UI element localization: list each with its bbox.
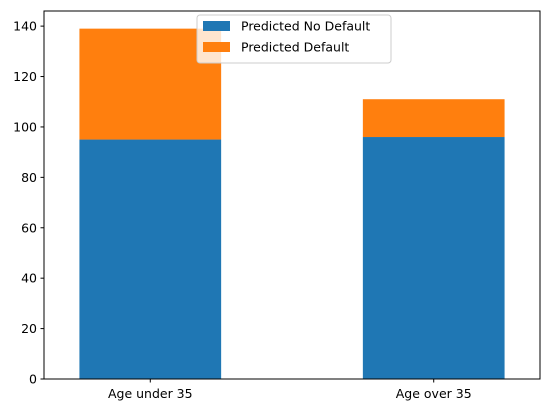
legend-swatch-predicted-default bbox=[203, 42, 230, 52]
legend-label-predicted-no-default: Predicted No Default bbox=[241, 19, 370, 34]
bars-layer bbox=[79, 28, 505, 379]
x-axis: Age under 35 Age over 35 bbox=[108, 379, 472, 401]
bar-predicted-no-default-age-under-35 bbox=[79, 139, 222, 379]
y-tick-label-140: 140 bbox=[13, 19, 37, 34]
y-tick-label-100: 100 bbox=[13, 119, 37, 134]
x-tick-label-age-over-35: Age over 35 bbox=[396, 386, 472, 401]
y-tick-label-0: 0 bbox=[29, 372, 37, 387]
legend-box bbox=[196, 14, 392, 64]
y-tick-label-20: 20 bbox=[21, 321, 37, 336]
y-tick-label-120: 120 bbox=[13, 69, 37, 84]
legend-swatch-predicted-no-default bbox=[203, 21, 230, 31]
y-tick-label-60: 60 bbox=[21, 220, 37, 235]
bar-predicted-default-age-over-35 bbox=[362, 99, 505, 138]
x-tick-label-age-under-35: Age under 35 bbox=[108, 386, 193, 401]
legend-label-predicted-default: Predicted Default bbox=[241, 40, 349, 55]
y-tick-label-80: 80 bbox=[21, 170, 37, 185]
y-axis: 0 20 40 60 80 100 120 140 bbox=[13, 19, 44, 387]
bar-predicted-no-default-age-over-35 bbox=[362, 137, 505, 379]
legend: Predicted No Default Predicted Default bbox=[196, 14, 392, 64]
y-tick-label-40: 40 bbox=[21, 271, 37, 286]
plot-frame bbox=[43, 10, 541, 380]
